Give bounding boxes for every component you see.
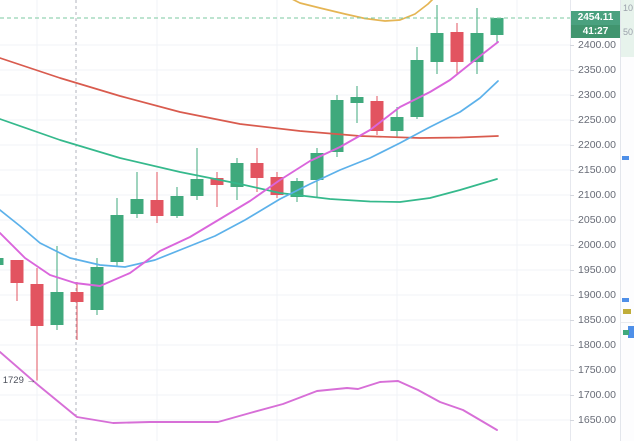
arrow-right-icon: → [26,374,37,386]
ma-blue [0,80,499,268]
candle-up [430,33,444,62]
price-axis-label: 2000.00 [578,239,616,251]
candle-down [30,284,44,326]
price-axis-label: 1950.00 [578,264,616,276]
candle-up [130,199,144,214]
candle-down [450,32,464,62]
yellow-icon [623,309,631,314]
last-price-badge: 2454.11 [571,11,620,25]
candlestick-chart-canvas[interactable] [0,0,570,441]
candle-up [330,100,344,152]
band-magenta-lower [0,351,498,431]
adjacent-pane-scale-label: 10 [623,3,634,13]
candle-down [150,200,164,216]
price-axis-label: 1900.00 [578,289,616,301]
axis-tick [570,95,574,96]
axis-tick [570,45,574,46]
ma-red [0,57,499,139]
band-yellow-upper [292,0,434,22]
price-axis-label: 1700.00 [578,389,616,401]
price-axis-label: 2250.00 [578,114,616,126]
candle-up [390,117,404,131]
blue-tick [622,298,629,302]
candle-up [230,163,244,187]
candle-up [170,196,184,216]
axis-tick [570,320,574,321]
axis-tick [570,220,574,221]
price-axis-label: 1850.00 [578,314,616,326]
candle-up [50,292,64,325]
price-axis-label: 2200.00 [578,139,616,151]
blue-chip [628,326,634,338]
axis-tick [570,345,574,346]
green-icon [623,330,629,335]
axis-tick [570,170,574,171]
candle-up [90,267,104,310]
pane-divider [621,322,634,323]
candle-down [270,177,284,195]
price-axis-label: 1750.00 [578,364,616,376]
axis-tick [570,195,574,196]
candle-up [410,60,424,117]
axis-tick [570,395,574,396]
candle-down [70,292,84,302]
axis-tick [570,70,574,71]
price-axis-label: 2100.00 [578,189,616,201]
price-axis-label: 1650.00 [578,414,616,426]
candle-up [190,179,204,196]
ma-magenta [0,41,499,287]
blue-tick [622,156,629,160]
candle-up [110,215,124,262]
candle-down [210,178,224,185]
low-price-annotation: 1729 → [0,375,36,386]
price-axis-label: 2400.00 [578,39,616,51]
axis-tick [570,295,574,296]
axis-tick [570,420,574,421]
candle-up [0,258,4,265]
price-axis-label: 2350.00 [578,64,616,76]
adjacent-pane-strip[interactable]: 10 50 [620,0,634,441]
candle-down [10,260,24,283]
axis-tick [570,145,574,146]
candle-up [490,17,504,35]
chart-plot-area[interactable]: 1729 → [0,0,570,441]
candle-up [350,97,364,103]
bar-countdown-badge: 41:27 [571,25,620,38]
price-axis-label: 2300.00 [578,89,616,101]
axis-tick [570,120,574,121]
price-axis-label: 2050.00 [578,214,616,226]
price-axis[interactable]: 2400.00 2350.00 2300.00 2250.00 2200.00 2150.… [570,0,621,441]
axis-tick [570,370,574,371]
ma-teal [0,118,498,203]
candle-down [250,163,264,178]
axis-tick [570,245,574,246]
candle-down [370,101,384,131]
price-axis-label: 2150.00 [578,164,616,176]
price-axis-label: 1800.00 [578,339,616,351]
adjacent-pane-scale-label: 50 [623,27,634,37]
low-price-text: 1729 [2,374,24,386]
adjacent-pane-highlight [621,0,634,57]
axis-tick [570,270,574,271]
